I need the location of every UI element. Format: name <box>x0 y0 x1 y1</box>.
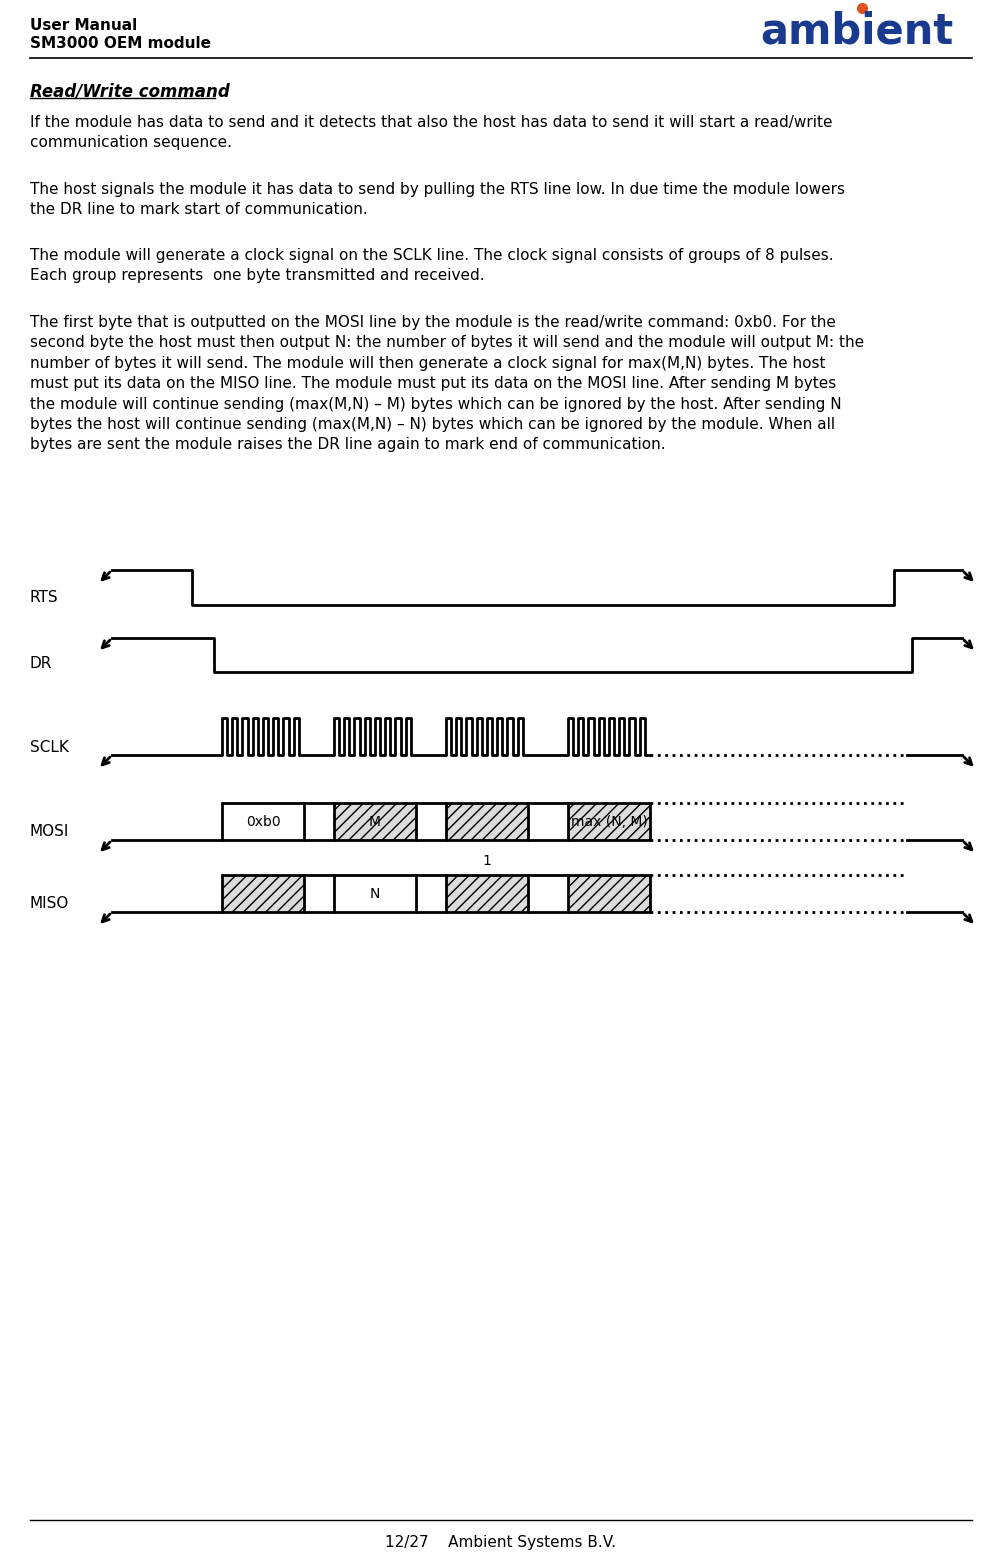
Text: 12/27    Ambient Systems B.V.: 12/27 Ambient Systems B.V. <box>386 1535 616 1550</box>
Bar <box>568 802 650 840</box>
Text: User Manual: User Manual <box>30 19 137 33</box>
Bar <box>446 802 528 840</box>
Text: Read/Write command: Read/Write command <box>30 82 229 99</box>
Text: M: M <box>369 815 381 829</box>
Text: ambient: ambient <box>760 9 953 53</box>
Text: If the module has data to send and it detects that also the host has data to sen: If the module has data to send and it de… <box>30 115 833 151</box>
Bar <box>334 802 416 840</box>
Text: DR: DR <box>30 656 52 672</box>
Text: SCLK: SCLK <box>30 739 69 754</box>
Text: SM3000 OEM module: SM3000 OEM module <box>30 36 211 51</box>
Text: The module will generate a clock signal on the SCLK line. The clock signal consi: The module will generate a clock signal … <box>30 248 834 284</box>
Text: MISO: MISO <box>30 897 69 911</box>
Bar <box>568 875 650 913</box>
Text: The first byte that is outputted on the MOSI line by the module is the read/writ: The first byte that is outputted on the … <box>30 315 864 452</box>
Text: MOSI: MOSI <box>30 824 69 840</box>
Text: 0xb0: 0xb0 <box>245 815 281 829</box>
Text: RTS: RTS <box>30 590 59 604</box>
Text: 1: 1 <box>483 854 491 868</box>
Text: max (N, M): max (N, M) <box>570 815 647 829</box>
Text: The host signals the module it has data to send by pulling the RTS line low. In : The host signals the module it has data … <box>30 182 845 217</box>
Bar <box>334 875 416 913</box>
Bar <box>446 875 528 913</box>
Text: N: N <box>370 886 380 900</box>
Bar <box>222 802 304 840</box>
Bar <box>222 875 304 913</box>
